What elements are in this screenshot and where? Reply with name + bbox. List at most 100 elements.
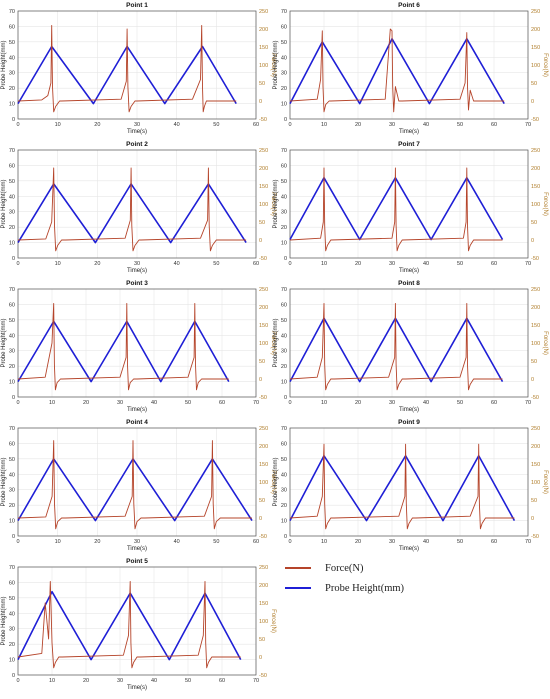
y-left-tick-label: 20 xyxy=(281,86,287,92)
y-right-tick-label: 150 xyxy=(259,45,268,51)
y-right-tick-label: -50 xyxy=(259,395,267,401)
y-left-tick-label: 40 xyxy=(9,194,15,200)
y-right-tick-label: 100 xyxy=(259,619,268,625)
legend-item-force: Force(N) xyxy=(285,560,363,576)
series-force-line xyxy=(289,167,503,252)
y-right-tick-label: 250 xyxy=(531,9,540,15)
y-right-tick-label: 150 xyxy=(259,601,268,607)
y-right-axis-label: Force(N) xyxy=(270,331,276,355)
x-tick-label: 0 xyxy=(288,261,291,267)
chart-title: Point 8 xyxy=(398,280,420,287)
chart-panel-5: 0 10 20 30 40 50 60 70010203040506070-500501001… xyxy=(1,280,276,413)
y-right-tick-label: 200 xyxy=(531,166,540,172)
chart-title: Point 7 xyxy=(398,141,420,148)
y-right-tick-label: 200 xyxy=(259,583,268,589)
x-tick-label: 20 xyxy=(355,400,361,406)
y-right-axis-label: Force(N) xyxy=(542,192,548,216)
y-left-tick-label: 20 xyxy=(9,503,15,509)
y-left-tick-label: 50 xyxy=(281,40,287,46)
x-tick-label: 0 xyxy=(16,539,19,545)
y-left-axis-label: Probe Height(mm) xyxy=(1,179,7,228)
y-right-tick-label: 50 xyxy=(531,81,537,87)
x-tick-label: 10 xyxy=(55,539,61,545)
y-left-tick-label: 50 xyxy=(9,179,15,185)
y-right-tick-label: 100 xyxy=(531,480,540,486)
y-left-axis-label: Probe Height(mm) xyxy=(273,40,279,89)
y-right-tick-label: 50 xyxy=(531,359,537,365)
y-right-tick-label: 50 xyxy=(259,637,265,643)
y-left-tick-label: 20 xyxy=(9,225,15,231)
chart-title: Point 9 xyxy=(398,419,420,426)
series-force-line xyxy=(289,443,515,530)
y-right-tick-label: 0 xyxy=(259,238,262,244)
y-right-axis-label: Force(N) xyxy=(270,53,276,77)
y-right-tick-label: 100 xyxy=(531,341,540,347)
y-left-tick-label: 30 xyxy=(9,627,15,633)
x-tick-label: 60 xyxy=(491,261,497,267)
y-right-tick-label: 150 xyxy=(259,462,268,468)
y-left-tick-label: 70 xyxy=(281,426,287,432)
legend-item-height: Probe Height(mm) xyxy=(285,580,404,596)
y-left-tick-label: 50 xyxy=(9,318,15,324)
plot-frame xyxy=(289,10,529,120)
x-tick-label: 60 xyxy=(253,539,259,545)
y-right-tick-label: 250 xyxy=(259,565,268,571)
x-tick-label: 40 xyxy=(151,678,157,684)
y-left-tick-label: 10 xyxy=(9,380,15,386)
x-axis-label: Time(s) xyxy=(127,407,147,413)
x-axis-label: Time(s) xyxy=(127,268,147,274)
y-right-tick-label: -50 xyxy=(531,256,539,262)
chart-panel-8: 0 10 20 30 40 50 60 70010203040506070-500501001… xyxy=(273,419,548,552)
x-axis-label: Time(s) xyxy=(399,407,419,413)
y-left-tick-label: 0 xyxy=(12,673,15,679)
y-right-tick-label: 100 xyxy=(259,341,268,347)
y-right-tick-label: 100 xyxy=(259,202,268,208)
x-tick-label: 10 xyxy=(321,261,327,267)
plot-frame xyxy=(17,10,257,120)
y-right-tick-label: 0 xyxy=(259,655,262,661)
chart-title: Point 2 xyxy=(126,141,148,148)
y-right-axis-label: Force(N) xyxy=(542,53,548,77)
y-right-tick-label: 50 xyxy=(259,81,265,87)
y-right-tick-label: 50 xyxy=(259,359,265,365)
chart-title: Point 4 xyxy=(126,419,148,426)
y-left-tick-label: 0 xyxy=(12,256,15,262)
x-tick-label: 10 xyxy=(55,122,61,128)
y-left-tick-label: 40 xyxy=(281,55,287,61)
x-tick-label: 60 xyxy=(491,122,497,128)
y-left-tick-label: 0 xyxy=(12,395,15,401)
y-right-tick-label: 250 xyxy=(531,287,540,293)
legend: Force(N) Probe Height(mm) xyxy=(285,560,535,600)
x-tick-label: 70 xyxy=(525,122,531,128)
y-right-tick-label: -50 xyxy=(259,534,267,540)
y-right-tick-label: 150 xyxy=(531,184,540,190)
plot-frame xyxy=(17,149,257,259)
series-force-line xyxy=(17,580,241,669)
y-right-tick-label: 250 xyxy=(259,9,268,15)
y-left-tick-label: 60 xyxy=(281,441,287,447)
x-tick-label: 50 xyxy=(457,400,463,406)
x-tick-label: 20 xyxy=(355,261,361,267)
x-tick-label: 60 xyxy=(253,122,259,128)
y-left-axis-label: Probe Height(mm) xyxy=(273,457,279,506)
x-tick-label: 40 xyxy=(423,122,429,128)
chart-panel-1: 0 10 20 30 40 50 60 0 10 20 30 40 50 60 70 -50 0 50 100 150… xyxy=(1,2,276,135)
y-right-tick-label: 250 xyxy=(259,426,268,432)
y-right-tick-label: -50 xyxy=(259,117,267,123)
y-left-tick-label: 10 xyxy=(281,102,287,108)
x-tick-label: 40 xyxy=(174,261,180,267)
y-right-tick-label: 250 xyxy=(531,426,540,432)
x-tick-label: 40 xyxy=(423,400,429,406)
y-right-tick-label: 0 xyxy=(259,516,262,522)
x-tick-label: 70 xyxy=(525,539,531,545)
y-left-tick-label: 50 xyxy=(9,457,15,463)
x-tick-label: 10 xyxy=(55,261,61,267)
series-force-line xyxy=(289,302,503,391)
y-left-tick-label: 10 xyxy=(281,241,287,247)
y-right-tick-label: 50 xyxy=(259,498,265,504)
y-right-tick-label: 150 xyxy=(531,462,540,468)
x-axis-label: Time(s) xyxy=(399,268,419,274)
y-right-tick-label: -50 xyxy=(531,534,539,540)
x-axis-label: Time(s) xyxy=(127,129,147,135)
chart-panel-6: 0 10 20 30 40 50 60 70010203040506070-500501001… xyxy=(273,280,548,413)
